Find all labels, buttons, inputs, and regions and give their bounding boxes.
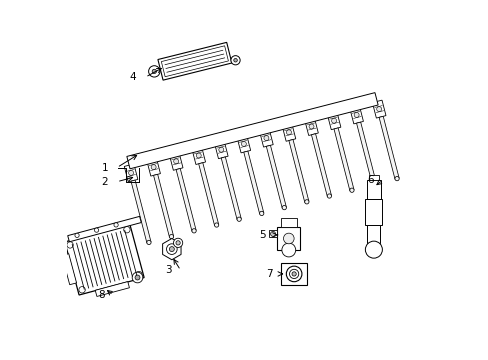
Polygon shape [62, 254, 77, 285]
Circle shape [176, 241, 180, 245]
Circle shape [169, 234, 173, 239]
Polygon shape [366, 180, 380, 199]
Polygon shape [67, 216, 141, 242]
Circle shape [218, 147, 224, 152]
Circle shape [173, 238, 183, 247]
Circle shape [270, 231, 275, 237]
Polygon shape [237, 135, 250, 153]
Polygon shape [304, 118, 318, 135]
Circle shape [173, 159, 178, 164]
Circle shape [394, 176, 398, 181]
Circle shape [331, 118, 336, 123]
Polygon shape [280, 218, 296, 227]
Polygon shape [259, 129, 273, 147]
Circle shape [376, 107, 381, 112]
Polygon shape [153, 174, 173, 237]
Circle shape [128, 170, 133, 175]
Polygon shape [356, 122, 376, 185]
Circle shape [132, 272, 142, 283]
Polygon shape [378, 116, 398, 179]
Polygon shape [333, 128, 353, 191]
Polygon shape [311, 134, 331, 197]
Circle shape [114, 223, 118, 227]
Polygon shape [131, 180, 151, 243]
Bar [368, 175, 378, 180]
Polygon shape [277, 227, 300, 250]
Circle shape [192, 229, 196, 233]
Polygon shape [192, 147, 205, 165]
Circle shape [282, 206, 286, 210]
Polygon shape [95, 282, 129, 297]
Circle shape [94, 228, 99, 232]
Circle shape [75, 233, 79, 238]
Polygon shape [65, 225, 144, 295]
Text: 8: 8 [98, 290, 104, 300]
Polygon shape [163, 238, 181, 260]
Text: 4: 4 [129, 72, 136, 82]
Circle shape [146, 240, 151, 244]
Circle shape [308, 124, 313, 129]
Circle shape [353, 112, 358, 117]
Circle shape [166, 244, 177, 255]
Circle shape [135, 275, 140, 280]
Polygon shape [365, 199, 382, 225]
Circle shape [365, 241, 382, 258]
Text: 2: 2 [101, 177, 108, 187]
Circle shape [264, 136, 268, 141]
Polygon shape [176, 168, 196, 231]
Polygon shape [158, 42, 231, 80]
Text: 1: 1 [101, 163, 108, 172]
Polygon shape [349, 106, 363, 124]
Polygon shape [244, 151, 263, 214]
Text: 6: 6 [366, 175, 373, 185]
Polygon shape [266, 145, 286, 208]
Circle shape [304, 200, 308, 204]
Circle shape [241, 141, 246, 147]
Polygon shape [126, 93, 377, 169]
Circle shape [286, 266, 301, 282]
Polygon shape [214, 141, 227, 159]
Circle shape [169, 247, 174, 252]
Circle shape [230, 56, 240, 65]
Circle shape [281, 243, 295, 257]
Polygon shape [268, 230, 277, 238]
Circle shape [152, 69, 156, 73]
Circle shape [148, 66, 160, 77]
Polygon shape [146, 158, 160, 176]
Circle shape [326, 194, 331, 198]
Circle shape [136, 271, 142, 278]
Polygon shape [288, 140, 308, 202]
Polygon shape [169, 152, 183, 170]
Circle shape [259, 211, 264, 216]
Text: 3: 3 [165, 265, 171, 275]
Circle shape [289, 269, 298, 279]
Circle shape [286, 130, 291, 135]
Circle shape [123, 226, 130, 233]
Polygon shape [281, 263, 306, 284]
Circle shape [79, 287, 85, 293]
Polygon shape [124, 164, 138, 182]
Circle shape [67, 242, 73, 248]
Circle shape [233, 58, 237, 62]
Circle shape [196, 153, 201, 158]
Circle shape [349, 188, 353, 192]
Circle shape [283, 233, 293, 244]
Circle shape [151, 165, 156, 170]
Polygon shape [282, 123, 295, 141]
Polygon shape [326, 112, 340, 130]
Circle shape [214, 223, 218, 227]
Circle shape [291, 272, 296, 276]
Polygon shape [221, 157, 241, 220]
Polygon shape [367, 225, 380, 243]
Text: 7: 7 [265, 269, 272, 279]
Circle shape [372, 182, 376, 186]
Circle shape [237, 217, 241, 221]
Text: 5: 5 [259, 230, 265, 240]
Polygon shape [372, 100, 385, 118]
Polygon shape [198, 163, 218, 226]
